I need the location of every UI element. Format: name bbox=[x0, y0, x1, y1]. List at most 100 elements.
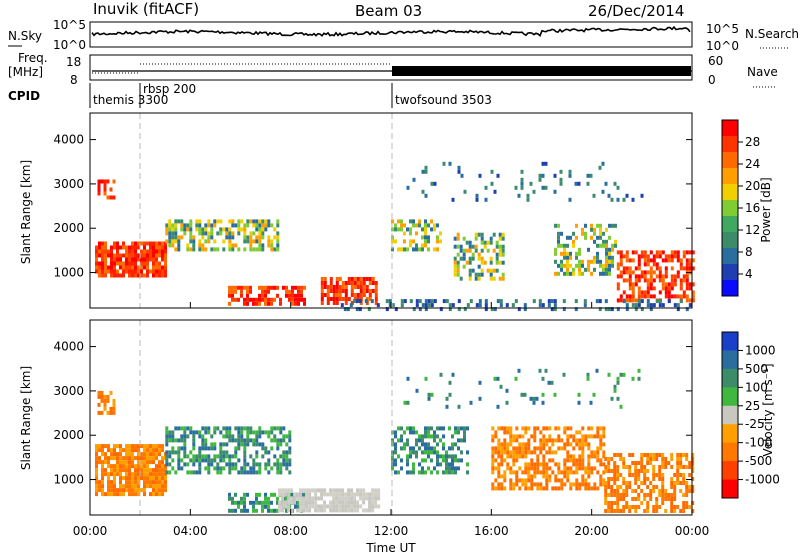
range-gate-cell bbox=[456, 252, 460, 257]
range-gate-cell bbox=[161, 488, 164, 493]
range-gate-cell bbox=[397, 227, 400, 232]
range-gate-cell bbox=[234, 446, 238, 451]
range-gate-cell bbox=[670, 505, 674, 509]
range-gate-cell bbox=[128, 488, 131, 493]
range-gate-cell bbox=[207, 446, 211, 451]
range-gate-cell bbox=[679, 453, 683, 457]
range-gate-cell bbox=[436, 458, 439, 463]
range-gate-cell bbox=[643, 250, 647, 255]
range-gate-cell bbox=[350, 488, 354, 493]
range-gate-cell bbox=[240, 293, 243, 298]
range-gate-cell bbox=[596, 454, 600, 459]
range-gate-cell bbox=[344, 504, 348, 509]
range-gate-cell bbox=[237, 247, 241, 252]
range-gate-cell bbox=[427, 223, 430, 228]
range-gate-cell bbox=[276, 442, 280, 447]
range-gate-cell bbox=[249, 243, 253, 248]
range-gate-cell bbox=[281, 488, 285, 493]
range-gate-cell bbox=[198, 227, 202, 232]
range-gate-cell bbox=[691, 469, 695, 473]
range-gate-cell bbox=[424, 430, 427, 435]
range-gate-cell bbox=[276, 219, 280, 224]
range-gate-cell bbox=[545, 450, 549, 455]
range-gate-cell bbox=[430, 458, 433, 463]
range-gate-cell bbox=[527, 478, 531, 483]
range-gate-cell bbox=[95, 464, 98, 469]
range-gate-cell bbox=[652, 473, 656, 477]
range-gate-cell bbox=[557, 271, 560, 276]
range-gate-cell bbox=[655, 453, 659, 457]
range-gate-cell bbox=[658, 473, 662, 477]
range-gate-cell bbox=[198, 243, 202, 248]
range-gate-cell bbox=[506, 466, 510, 471]
range-gate-cell bbox=[152, 269, 155, 274]
range-gate-cell bbox=[314, 508, 318, 513]
range-gate-cell bbox=[152, 480, 155, 485]
range-gate-cell bbox=[406, 470, 409, 475]
range-gate-cell bbox=[158, 464, 161, 469]
range-gate-cell bbox=[155, 492, 158, 497]
range-gate-cell bbox=[261, 289, 264, 294]
range-gate-cell bbox=[652, 485, 656, 489]
range-gate-cell bbox=[676, 250, 680, 255]
range-gate-cell bbox=[270, 500, 273, 505]
range-gate-cell bbox=[234, 426, 238, 431]
range-gate-cell bbox=[643, 509, 647, 513]
range-gate-cell bbox=[231, 462, 235, 467]
range-gate-cell bbox=[491, 470, 495, 475]
range-gate-cell bbox=[412, 470, 415, 475]
range-gate-cell bbox=[400, 219, 403, 224]
range-gate-cell bbox=[137, 488, 140, 493]
range-gate-cell bbox=[527, 438, 531, 443]
range-gate-cell bbox=[682, 477, 686, 481]
range-gate-cell bbox=[131, 460, 134, 465]
range-gate-cell bbox=[131, 456, 134, 461]
range-gate-cell bbox=[243, 438, 247, 443]
range-gate-cell bbox=[171, 223, 175, 228]
range-gate-cell bbox=[524, 430, 528, 435]
range-gate-cell bbox=[604, 509, 608, 513]
range-gate-cell bbox=[661, 250, 665, 255]
range-gate-cell bbox=[679, 489, 683, 493]
range-gate-cell bbox=[158, 468, 161, 473]
range-gate-cell bbox=[140, 460, 143, 465]
range-gate-cell bbox=[604, 501, 608, 505]
nsky-label: N.Sky bbox=[8, 29, 42, 43]
range-gate-cell bbox=[548, 434, 552, 439]
range-gate-cell bbox=[394, 462, 397, 467]
range-gate-cell bbox=[158, 472, 161, 477]
range-gate-cell bbox=[497, 462, 501, 467]
range-gate-cell bbox=[116, 460, 119, 465]
range-gate-cell bbox=[231, 434, 235, 439]
range-gate-cell bbox=[125, 472, 128, 477]
range-gate-cell bbox=[622, 505, 626, 509]
range-gate-cell bbox=[545, 482, 549, 487]
range-gate-cell bbox=[143, 253, 146, 258]
range-gate-cell bbox=[646, 505, 650, 509]
range-gate-cell bbox=[116, 241, 119, 246]
range-gate-cell bbox=[409, 299, 413, 304]
range-gate-cell bbox=[545, 426, 549, 431]
range-gate-cell bbox=[112, 195, 116, 200]
range-gate-cell bbox=[252, 297, 255, 302]
range-gate-cell bbox=[599, 446, 603, 451]
range-gate-cell bbox=[649, 278, 653, 283]
range-gate-cell bbox=[240, 438, 244, 443]
range-gate-cell bbox=[249, 297, 252, 302]
range-gate-cell bbox=[610, 489, 614, 493]
range-gate-cell bbox=[486, 268, 490, 273]
range-gate-cell bbox=[427, 450, 430, 455]
range-gate-cell bbox=[670, 465, 674, 469]
range-gate-cell bbox=[116, 456, 119, 461]
range-gate-cell bbox=[267, 235, 271, 240]
range-gate-cell bbox=[276, 293, 279, 298]
range-gate-cell bbox=[584, 235, 587, 240]
range-gate-cell bbox=[512, 446, 516, 451]
range-gate-cell bbox=[598, 299, 602, 304]
range-gate-cell bbox=[107, 464, 110, 469]
range-gate-cell bbox=[353, 277, 357, 281]
range-gate-cell bbox=[587, 267, 590, 272]
range-gate-cell bbox=[616, 298, 620, 303]
range-gate-cell bbox=[101, 452, 104, 457]
